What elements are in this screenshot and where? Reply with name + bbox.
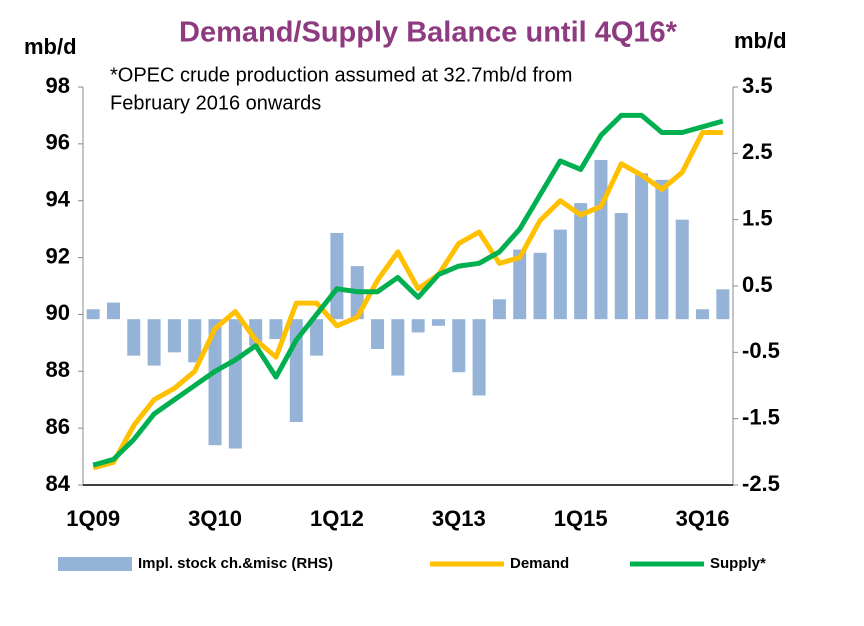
y-tick-label: 88 xyxy=(46,357,70,382)
annotation: *OPEC crude production assumed at 32.7mb… xyxy=(110,64,572,86)
bar xyxy=(472,319,486,396)
bar xyxy=(188,319,202,363)
bar xyxy=(411,319,425,333)
bar xyxy=(208,319,222,446)
legend-swatch xyxy=(58,557,132,571)
y2-tick-label: 0.5 xyxy=(742,272,773,297)
x-tick-label: 1Q12 xyxy=(310,506,364,531)
y-tick-label: 86 xyxy=(46,414,70,439)
bar xyxy=(492,299,506,320)
bar xyxy=(574,203,588,320)
y-tick-label: 96 xyxy=(46,130,70,155)
bar xyxy=(614,213,628,320)
bar xyxy=(635,173,649,320)
x-tick-label: 1Q15 xyxy=(554,506,608,531)
x-tick-label: 3Q13 xyxy=(432,506,486,531)
bar xyxy=(675,219,689,320)
y-tick-label: 84 xyxy=(46,471,71,496)
line xyxy=(92,112,724,468)
y2-tick-label: -2.5 xyxy=(742,471,780,496)
x-tick-label: 3Q16 xyxy=(676,506,730,531)
y-tick-label: 94 xyxy=(46,187,71,212)
bar xyxy=(716,289,730,320)
y2-axis-label: mb/d xyxy=(734,28,787,53)
bar xyxy=(452,319,466,373)
bar xyxy=(86,309,100,320)
y2-tick-label: 2.5 xyxy=(742,139,773,164)
x-tick-label: 1Q09 xyxy=(66,506,120,531)
line xyxy=(92,130,723,471)
bar xyxy=(371,319,385,350)
bar xyxy=(228,319,242,449)
legend-label: Demand xyxy=(510,555,569,572)
y-tick-label: 98 xyxy=(46,73,70,98)
y-tick-label: 90 xyxy=(46,300,70,325)
chart-title: Demand/Supply Balance until 4Q16* xyxy=(179,17,678,49)
bar xyxy=(655,179,669,320)
bar xyxy=(269,319,283,340)
legend-label: Supply* xyxy=(710,555,766,572)
y-tick-label: 92 xyxy=(46,243,70,268)
bar xyxy=(696,309,710,320)
y2-tick-label: 3.5 xyxy=(742,73,773,98)
bar xyxy=(391,319,405,376)
x-tick-label: 3Q10 xyxy=(188,506,242,531)
bar xyxy=(147,319,161,366)
bar xyxy=(167,319,181,353)
bar xyxy=(106,302,120,320)
y2-tick-label: -1.5 xyxy=(742,404,780,429)
annotation: February 2016 onwards xyxy=(110,92,321,114)
bar xyxy=(310,319,324,356)
y2-tick-label: -0.5 xyxy=(742,338,780,363)
bar xyxy=(513,249,527,320)
bar xyxy=(127,319,141,356)
bar xyxy=(431,319,445,326)
bar xyxy=(594,159,608,320)
y2-tick-label: 1.5 xyxy=(742,205,773,230)
bar xyxy=(533,252,547,320)
bar xyxy=(330,232,344,320)
legend-label: Impl. stock ch.&misc (RHS) xyxy=(138,555,333,572)
y-axis-label: mb/d xyxy=(24,34,77,59)
bar xyxy=(553,229,567,320)
